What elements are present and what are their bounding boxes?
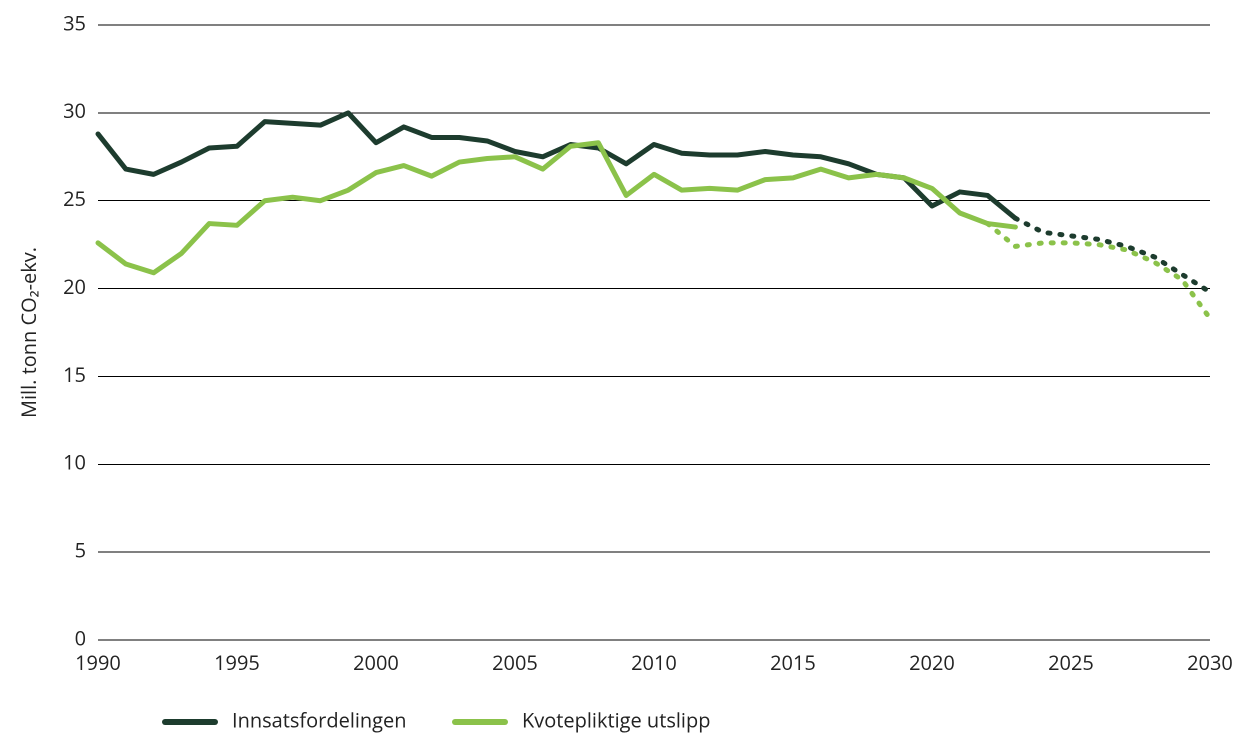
x-tick-label: 2025 bbox=[1048, 649, 1094, 676]
x-tick-label: 2015 bbox=[770, 649, 816, 676]
emissions-chart: 0510152025303519901995200020052010201520… bbox=[0, 0, 1241, 753]
chart-svg: 0510152025303519901995200020052010201520… bbox=[0, 0, 1241, 753]
y-tick-label: 25 bbox=[63, 185, 86, 212]
legend-label-innsatsfordelingen: Innsatsfordelingen bbox=[232, 706, 407, 733]
x-tick-label: 1995 bbox=[214, 649, 260, 676]
x-tick-label: 2000 bbox=[353, 649, 399, 676]
y-tick-label: 15 bbox=[63, 361, 86, 388]
y-tick-label: 10 bbox=[63, 449, 86, 476]
y-tick-label: 5 bbox=[75, 536, 86, 563]
y-tick-label: 30 bbox=[63, 97, 86, 124]
y-axis-title: Mill. tonn CO₂-ekv. bbox=[15, 247, 42, 418]
x-tick-label: 2020 bbox=[909, 649, 955, 676]
x-tick-label: 2005 bbox=[492, 649, 538, 676]
y-tick-label: 20 bbox=[63, 273, 86, 300]
y-tick-label: 0 bbox=[75, 624, 86, 651]
x-tick-label: 2010 bbox=[631, 649, 677, 676]
x-tick-label: 2030 bbox=[1187, 649, 1233, 676]
series-innsatsfordelingen-solid bbox=[98, 113, 1015, 218]
y-tick-label: 35 bbox=[63, 9, 86, 36]
series-innsatsfordelingen-dashed bbox=[1015, 218, 1210, 292]
legend-label-kvotepliktige: Kvotepliktige utslipp bbox=[522, 706, 710, 733]
x-tick-label: 1990 bbox=[75, 649, 121, 676]
series-kvotepliktige-solid bbox=[98, 143, 1015, 273]
